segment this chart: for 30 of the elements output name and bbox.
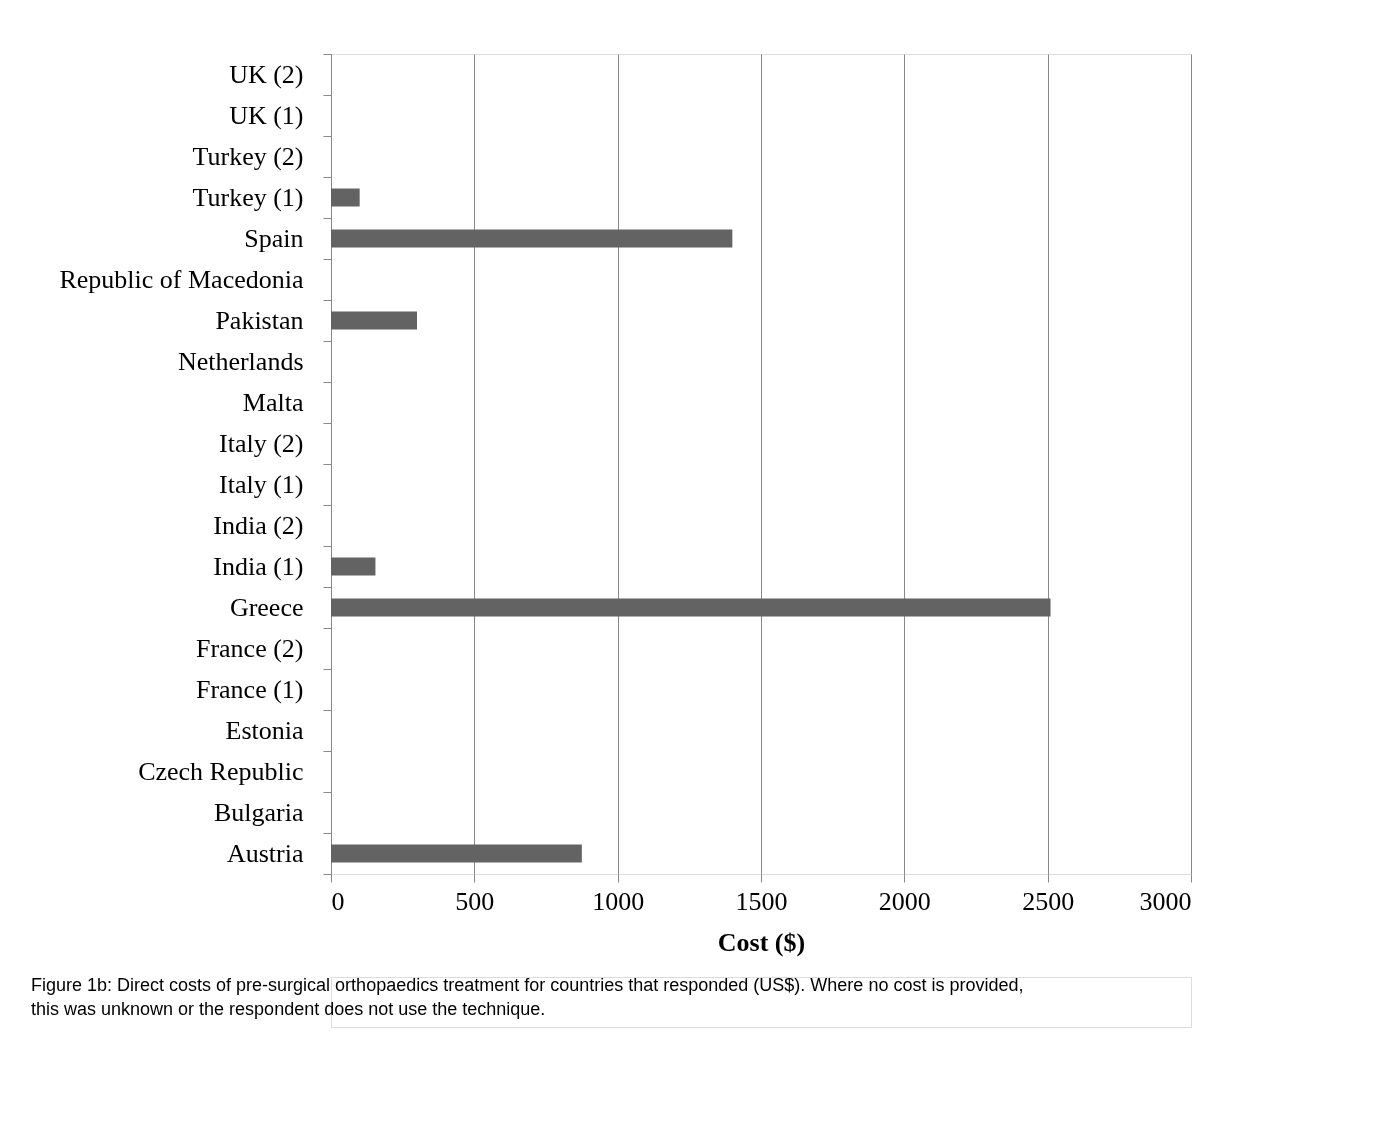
y-tick-label: France (1) (195, 675, 304, 704)
x-tick-label: 0 (331, 886, 345, 916)
y-tick-label: Italy (1) (219, 470, 304, 499)
x-tick-label: 3000 (1139, 886, 1192, 916)
x-tick-label: 1000 (592, 886, 645, 916)
y-tick-label: Netherlands (177, 347, 304, 376)
y-tick-label: UK (2) (229, 60, 304, 89)
caption: Figure 1b: Direct costs of pre-surgical orthopaedics treatment for countries that responded (US$). Where no cost is provided, (31, 975, 1024, 995)
y-tick-label: Austria (226, 839, 304, 868)
y-tick-label: Bulgaria (213, 798, 304, 827)
x-tick-label: 2500 (1022, 886, 1075, 916)
y-tick-label: Italy (2) (219, 429, 304, 458)
x-axis-title: Cost ($) (717, 927, 806, 957)
y-tick-label: Malta (242, 388, 304, 417)
y-tick-label: Turkey (2) (192, 142, 304, 171)
x-tick-label: 2000 (878, 886, 931, 916)
y-tick-label: UK (1) (229, 101, 304, 130)
x-tick-label: 500 (455, 886, 495, 916)
y-tick-label: Czech Republic (138, 757, 304, 786)
text: this was unknown or the respondent does not use the technique. (31, 999, 546, 1019)
y-tick-label: India (1) (213, 552, 304, 581)
y-tick-label: Turkey (1) (192, 183, 304, 212)
x-tick-label: 1500 (735, 886, 788, 916)
y-tick-label: Pakistan (215, 306, 304, 335)
y-tick-label: Republic of Macedonia (59, 265, 304, 294)
y-tick-label: France (2) (195, 634, 304, 663)
y-tick-label: Greece (229, 593, 304, 622)
y-tick-label: India (2) (213, 511, 304, 540)
y-tick-label: Estonia (225, 716, 304, 745)
y-tick-label: Spain (244, 224, 304, 253)
